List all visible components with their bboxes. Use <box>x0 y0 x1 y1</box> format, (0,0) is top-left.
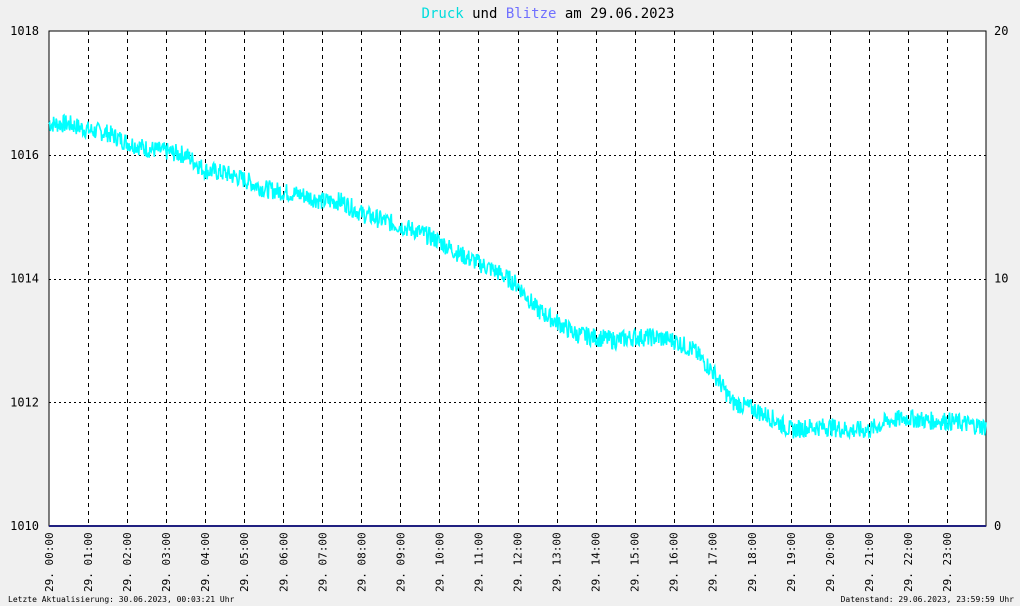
y-right-tick-label: 0 <box>994 519 1001 533</box>
x-tick-label: 29. 08:00 <box>355 532 368 592</box>
x-tick-label: 29. 03:00 <box>160 532 173 592</box>
x-tick-label: 29. 02:00 <box>121 532 134 592</box>
y-left-tick-label: 1012 <box>10 395 39 409</box>
x-tick-label: 29. 04:00 <box>199 532 212 592</box>
x-tick-label: 29. 09:00 <box>394 532 407 592</box>
x-tick-label: 29. 23:00 <box>941 532 954 592</box>
x-tick-label: 29. 06:00 <box>277 532 290 592</box>
x-tick-label: 29. 19:00 <box>785 532 798 592</box>
title-blitze: Blitze <box>506 6 557 22</box>
y-right-tick-label: 10 <box>994 272 1008 286</box>
x-tick-label: 29. 05:00 <box>238 532 251 592</box>
x-tick-label: 29. 15:00 <box>629 532 642 592</box>
y-right-tick-label: 20 <box>994 24 1008 38</box>
x-tick-label: 29. 11:00 <box>472 532 485 592</box>
series-line-druck <box>48 113 987 441</box>
x-tick-label: 29. 16:00 <box>668 532 681 592</box>
y-left-tick-label: 1010 <box>10 519 39 533</box>
x-tick-label: 29. 00:00 <box>43 532 56 592</box>
footer-last-update: Letzte Aktualisierung: 30.06.2023, 00:03… <box>8 595 235 604</box>
title-druck: Druck <box>422 6 465 22</box>
x-tick-label: 29. 21:00 <box>863 532 876 592</box>
x-tick-label: 29. 13:00 <box>551 532 564 592</box>
x-tick-label: 29. 01:00 <box>82 532 95 592</box>
title-und: und <box>464 6 506 22</box>
y-left-tick-label: 1014 <box>10 272 39 286</box>
x-tick-label: 29. 07:00 <box>316 532 329 592</box>
x-tick-label: 29. 20:00 <box>824 532 837 592</box>
series-layer <box>48 113 987 527</box>
x-tick-label: 29. 22:00 <box>902 532 915 592</box>
y-left-tick-label: 1018 <box>10 24 39 38</box>
x-tick-label: 29. 17:00 <box>707 532 720 592</box>
y-left-tick-label: 1016 <box>10 148 39 162</box>
chart-title: Druck und Blitze am 29.06.2023 <box>422 6 675 22</box>
x-tick-label: 29. 12:00 <box>512 532 525 592</box>
x-tick-label: 29. 14:00 <box>590 532 603 592</box>
footer-data-state: Datenstand: 29.06.2023, 23:59:59 Uhr <box>840 595 1014 604</box>
axis-labels: 1010 1012 1014 1016 1018 0 10 20 29. 00:00 29. 01… <box>10 24 1008 592</box>
title-date: am 29.06.2023 <box>556 6 674 22</box>
x-tick-label: 29. 18:00 <box>746 532 759 592</box>
x-tick-label: 29. 10:00 <box>433 532 446 592</box>
plot-area <box>48 30 987 527</box>
grid-lines <box>49 31 986 526</box>
